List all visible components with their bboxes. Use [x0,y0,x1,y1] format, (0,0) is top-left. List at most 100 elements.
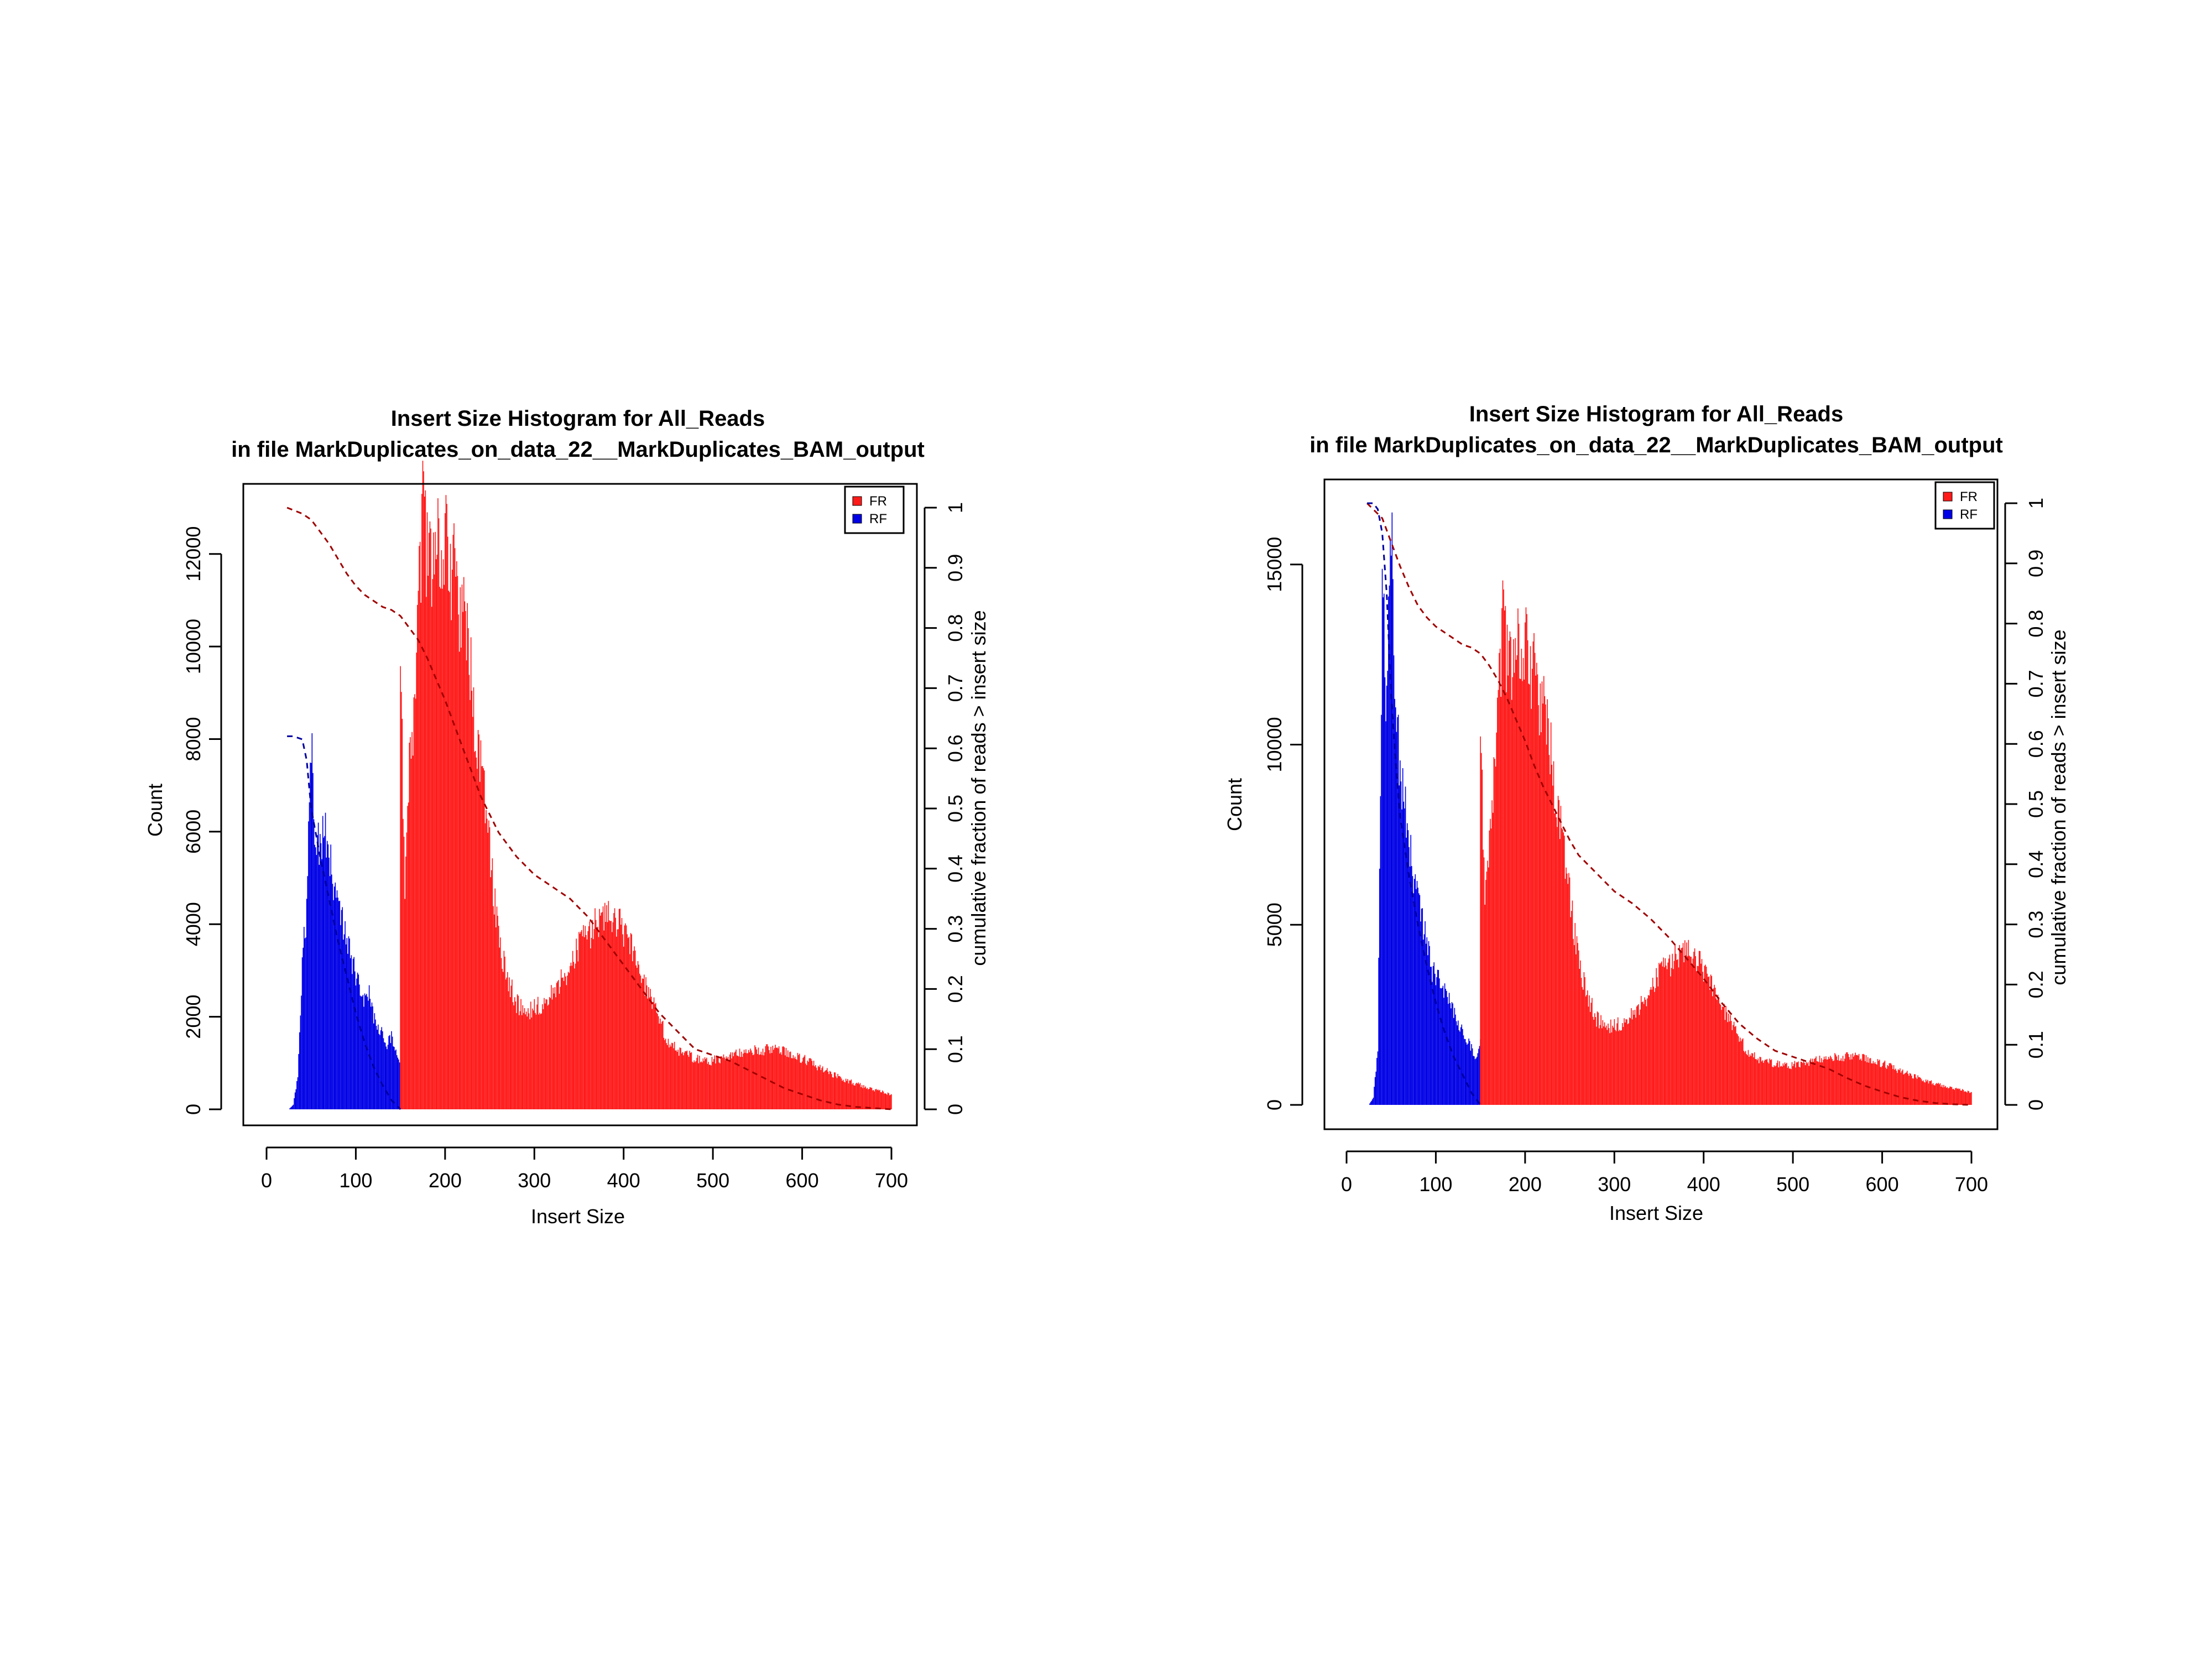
bar [390,1043,392,1109]
bar [695,1062,696,1109]
bar [1464,1039,1465,1105]
bar [685,1051,687,1109]
bar [1897,1069,1899,1105]
bar [743,1050,745,1109]
bar [439,587,440,1109]
bar [1749,1056,1750,1105]
bar [542,1009,544,1109]
bar [561,978,563,1109]
bar [630,933,632,1109]
bar [1411,866,1412,1105]
bar [381,1027,383,1109]
bar [789,1052,790,1109]
bar [1587,990,1588,1105]
bar [763,1055,764,1109]
bar [1854,1055,1855,1105]
bar [1532,641,1534,1105]
bar [559,994,560,1109]
bar [1383,593,1385,1105]
bar [1926,1081,1928,1105]
bar [1940,1086,1942,1105]
bar [1656,977,1658,1105]
plot-area: 0 100 200 300 400 500 600 700 0 2000 4000 6000 8000 1… [182,461,967,1192]
bar [560,969,562,1109]
bar [736,1055,738,1109]
bar [1548,755,1550,1105]
bar [1640,996,1642,1105]
bar [864,1087,865,1109]
bar [557,981,559,1109]
bar [481,766,482,1109]
bar [1635,1018,1636,1105]
bar [1742,1038,1744,1105]
bar [790,1051,791,1109]
bar [1516,655,1518,1105]
bar [1954,1089,1955,1105]
bar [1566,867,1567,1105]
bar [702,1058,704,1109]
bar [1425,943,1427,1105]
bar [659,1024,660,1109]
fr-cumulative-line [1366,502,1972,1106]
bar [1747,1050,1749,1105]
bar [644,974,645,1109]
bar [875,1089,877,1109]
bar [1738,1036,1739,1105]
bar [436,555,438,1109]
bar [406,832,408,1109]
bar [1713,988,1714,1105]
bar [799,1053,800,1109]
bar [1580,978,1582,1105]
bar [530,1001,531,1109]
bar [1730,1015,1731,1105]
bar [1959,1088,1960,1105]
bar [1577,943,1578,1105]
bar [1400,781,1402,1105]
bar [517,994,518,1109]
bar [1432,966,1434,1105]
bar [1865,1055,1867,1105]
bar [483,768,484,1109]
bar [1652,978,1653,1105]
bar [822,1066,823,1109]
bar [519,1015,520,1109]
x-tick-label: 500 [1776,1173,1809,1196]
bar [1869,1058,1870,1105]
bar [438,518,440,1109]
bar [1390,539,1391,1105]
bar [1645,999,1646,1105]
bar [1808,1066,1809,1105]
bar [1614,1019,1615,1105]
bar [382,1031,383,1109]
bar [1503,589,1504,1105]
bar [1416,889,1417,1105]
bar [808,1062,809,1109]
bar [1701,959,1703,1105]
bar [1420,921,1421,1105]
bar [674,1041,675,1109]
bar [1888,1066,1889,1105]
bar [1638,1004,1639,1105]
bar [521,1015,523,1109]
bar [1487,860,1488,1105]
bar [1451,1002,1453,1105]
bar [1770,1060,1771,1105]
y2-tick-label: 0.3 [2025,911,2047,938]
bar [831,1074,832,1109]
x-axis: 0 100 200 300 400 500 600 700 [261,1146,908,1192]
bar [1576,936,1578,1105]
y2-tick-label: 0.6 [2025,730,2047,758]
bar [355,985,357,1109]
bar [852,1084,853,1109]
plot-frame [242,483,918,1126]
bar [1766,1058,1768,1105]
bar [792,1058,793,1109]
bar [1603,1026,1604,1105]
bar [657,1014,658,1109]
bar [526,1016,528,1109]
bar [1800,1061,1802,1105]
bar [307,876,309,1109]
bar [1905,1073,1906,1105]
bar [1498,690,1499,1105]
bar [476,757,477,1109]
